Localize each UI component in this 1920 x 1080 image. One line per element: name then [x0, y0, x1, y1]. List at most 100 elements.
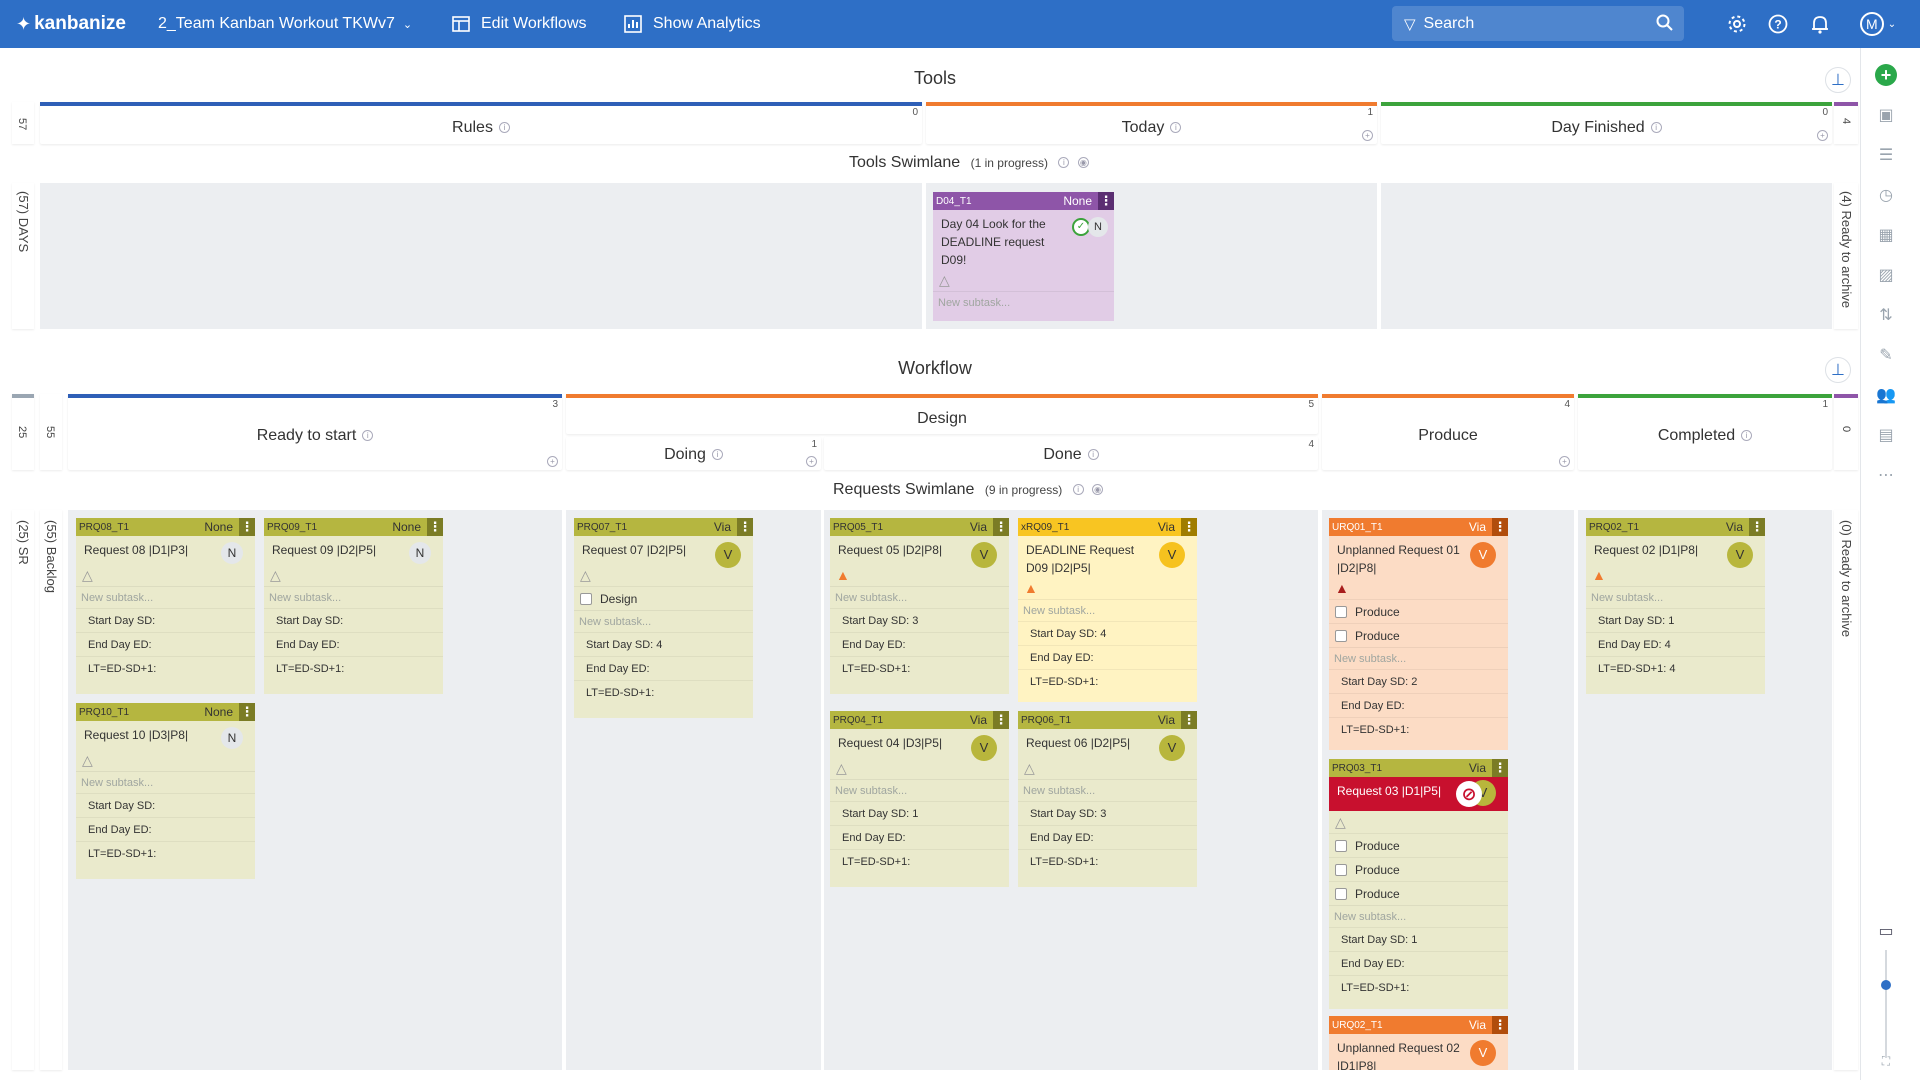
end-day-field[interactable]: End Day ED:: [1329, 693, 1508, 717]
new-subtask-input[interactable]: New subtask...: [574, 610, 753, 632]
info-icon[interactable]: i: [1741, 430, 1753, 442]
checkbox[interactable]: [1335, 863, 1347, 876]
end-day-field[interactable]: End Day ED:: [830, 632, 1009, 656]
lead-time-field[interactable]: LT=ED-SD+1:: [830, 849, 1009, 873]
end-day-field[interactable]: End Day ED:: [1018, 645, 1197, 669]
end-day-field[interactable]: End Day ED:: [1018, 825, 1197, 849]
lead-time-field[interactable]: LT=ED-SD+1:: [574, 680, 753, 704]
warning-outline-icon[interactable]: △: [1024, 759, 1035, 776]
start-day-field[interactable]: Start Day SD: 1: [1329, 927, 1508, 951]
card-menu-icon[interactable]: ⋮: [427, 518, 443, 536]
warning-red-icon[interactable]: ▲: [1335, 580, 1349, 596]
avatar[interactable]: N: [221, 542, 243, 564]
end-day-field[interactable]: End Day ED:: [1329, 951, 1508, 975]
new-subtask-input[interactable]: New subtask...: [1018, 599, 1197, 621]
info-icon[interactable]: i: [1087, 449, 1099, 461]
avatar[interactable]: M ⌄: [1858, 12, 1898, 36]
document-icon[interactable]: ▤: [1878, 427, 1894, 444]
users-icon[interactable]: 👥: [1876, 387, 1896, 404]
avatar[interactable]: V: [1727, 542, 1753, 568]
card-prq08[interactable]: PRQ08_T1 None ⋮ Request 08 |D1|P3| N △ New …: [76, 518, 255, 694]
column-completed[interactable]: Completed i 1: [1578, 394, 1832, 470]
lead-time-field[interactable]: LT=ED-SD+1:: [264, 656, 443, 680]
card-menu-icon[interactable]: ⋮: [737, 518, 753, 536]
add-card-icon[interactable]: +: [1817, 130, 1828, 141]
start-day-field[interactable]: Start Day SD: 2: [1329, 669, 1508, 693]
target-icon[interactable]: ◉: [1077, 157, 1089, 169]
warning-orange-icon[interactable]: ▲: [1592, 567, 1606, 583]
checkbox[interactable]: [1335, 887, 1347, 900]
end-day-field[interactable]: End Day ED:: [76, 632, 255, 656]
card-prq10[interactable]: PRQ10_T1 None ⋮ Request 10 |D3|P8| N △ New …: [76, 703, 255, 879]
warning-orange-icon[interactable]: ▲: [1024, 580, 1038, 596]
card-prq06[interactable]: PRQ06_T1 Via ⋮ Request 06 |D2|P5| V △ New s…: [1018, 711, 1197, 887]
info-icon[interactable]: i: [711, 449, 723, 461]
new-subtask-input[interactable]: New subtask...: [76, 771, 255, 793]
card-menu-icon[interactable]: ⋮: [1181, 711, 1197, 729]
avatar[interactable]: N: [409, 542, 431, 564]
column-today[interactable]: Today i 1 +: [926, 102, 1377, 144]
info-icon[interactable]: i: [1170, 122, 1182, 134]
end-day-field[interactable]: End Day ED: 4: [1586, 632, 1765, 656]
column-produce[interactable]: Produce 4 +: [1322, 394, 1574, 470]
new-subtask-input[interactable]: New subtask...: [1018, 779, 1197, 801]
info-icon[interactable]: i: [362, 430, 374, 442]
warning-outline-icon[interactable]: △: [82, 566, 93, 583]
info-icon[interactable]: i: [1058, 157, 1070, 169]
new-subtask-input[interactable]: New subtask...: [830, 779, 1009, 801]
board-selector[interactable]: 2_Team Kanban Workout TKWv7 ⌄: [158, 15, 413, 32]
add-card-icon[interactable]: +: [806, 456, 817, 467]
card-prq04[interactable]: PRQ04_T1 Via ⋮ Request 04 |D3|P5| V △ New s…: [830, 711, 1009, 887]
pin-icon[interactable]: ⊥: [1825, 357, 1851, 383]
avatar[interactable]: N: [221, 727, 243, 749]
bell-icon[interactable]: [1808, 12, 1832, 36]
new-subtask-input[interactable]: New subtask...: [1329, 647, 1508, 669]
lead-time-field[interactable]: LT=ED-SD+1:: [76, 656, 255, 680]
start-day-field[interactable]: Start Day SD: 3: [830, 608, 1009, 632]
lead-time-field[interactable]: LT=ED-SD+1:: [1018, 669, 1197, 693]
new-subtask-input[interactable]: New subtask...: [933, 291, 1114, 313]
card-menu-icon[interactable]: ⋮: [993, 711, 1009, 729]
card-menu-icon[interactable]: ⋮: [239, 703, 255, 721]
card-prq05[interactable]: PRQ05_T1 Via ⋮ Request 05 |D2|P8| V ▲ New s…: [830, 518, 1009, 694]
new-subtask-input[interactable]: New subtask...: [264, 586, 443, 608]
blocked-icon[interactable]: ⊘: [1456, 781, 1482, 807]
card-prq09[interactable]: PRQ09_T1 None ⋮ Request 09 |D2|P5| N △ New …: [264, 518, 443, 694]
new-subtask-input[interactable]: New subtask...: [830, 586, 1009, 608]
subtask-produce[interactable]: Produce: [1329, 857, 1508, 881]
card-xrq09[interactable]: xRQ09_T1 Via ⋮ DEADLINE Request D09 |D2|P5…: [1018, 518, 1197, 702]
info-icon[interactable]: i: [1650, 122, 1662, 134]
start-day-field[interactable]: Start Day SD:: [76, 793, 255, 817]
lead-time-field[interactable]: LT=ED-SD+1:: [76, 841, 255, 865]
avatar[interactable]: V: [1470, 1040, 1496, 1066]
info-icon[interactable]: i: [1072, 484, 1084, 496]
new-subtask-input[interactable]: New subtask...: [76, 586, 255, 608]
avatar[interactable]: V: [1159, 735, 1185, 761]
card-urq01[interactable]: URQ01_T1 Via ⋮ Unplanned Request 01 |D2|P8…: [1329, 518, 1508, 750]
checkbox[interactable]: [1335, 629, 1347, 642]
checkbox[interactable]: [1335, 839, 1347, 852]
card-menu-icon[interactable]: ⋮: [1492, 1016, 1508, 1034]
edit-icon[interactable]: ✎: [1879, 347, 1893, 364]
warning-outline-icon[interactable]: △: [580, 566, 591, 583]
zoom-slider[interactable]: [1881, 950, 1891, 1058]
lead-time-field[interactable]: LT=ED-SD+1:: [1329, 717, 1508, 741]
subtask-produce[interactable]: Produce: [1329, 599, 1508, 623]
start-day-field[interactable]: Start Day SD: 4: [1018, 621, 1197, 645]
end-day-field[interactable]: End Day ED:: [264, 632, 443, 656]
lead-time-field[interactable]: LT=ED-SD+1:: [1018, 849, 1197, 873]
zoom-handle[interactable]: [1881, 980, 1891, 990]
avatar[interactable]: V: [971, 542, 997, 568]
checkbox[interactable]: [1335, 605, 1347, 618]
avatar[interactable]: N: [1088, 217, 1108, 237]
start-day-field[interactable]: Start Day SD: 3: [1018, 801, 1197, 825]
column-day-finished[interactable]: Day Finished i 0 +: [1381, 102, 1832, 144]
card-menu-icon[interactable]: ⋮: [239, 518, 255, 536]
card-prq03[interactable]: PRQ03_T1 Via ⋮ Request 03 |D1|P5| V ⊘ △ Pr…: [1329, 759, 1508, 1009]
subtask-produce[interactable]: Produce: [1329, 881, 1508, 905]
card-menu-icon[interactable]: ⋮: [993, 518, 1009, 536]
card-menu-icon[interactable]: ⋮: [1098, 192, 1114, 210]
end-day-field[interactable]: End Day ED:: [830, 825, 1009, 849]
image-icon[interactable]: ▨: [1878, 267, 1894, 284]
card-menu-icon[interactable]: ⋮: [1492, 518, 1508, 536]
